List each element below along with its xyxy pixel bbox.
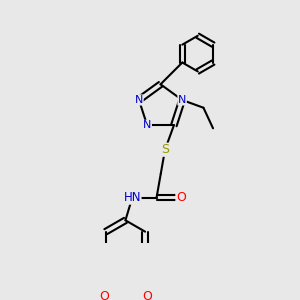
Text: HN: HN	[124, 191, 141, 204]
Text: N: N	[135, 95, 143, 105]
Text: O: O	[99, 290, 109, 300]
Text: O: O	[142, 290, 152, 300]
Text: O: O	[176, 191, 186, 204]
Text: N: N	[178, 95, 186, 105]
Text: N: N	[143, 120, 152, 130]
Text: S: S	[161, 143, 169, 156]
